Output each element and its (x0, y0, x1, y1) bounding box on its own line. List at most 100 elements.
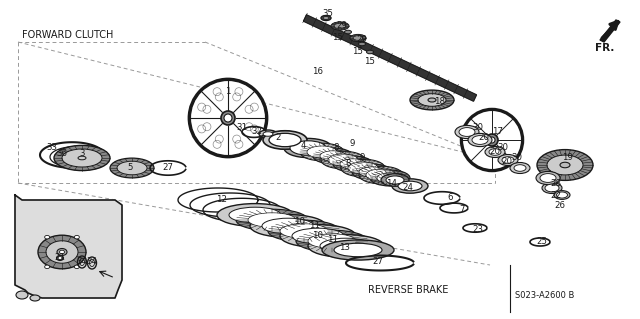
Ellipse shape (262, 218, 314, 234)
Ellipse shape (398, 181, 422, 191)
Polygon shape (15, 195, 122, 298)
Text: 12: 12 (216, 196, 227, 204)
Text: 34: 34 (86, 257, 97, 266)
Ellipse shape (537, 150, 593, 181)
Ellipse shape (344, 30, 351, 34)
Ellipse shape (74, 235, 79, 239)
Ellipse shape (381, 174, 409, 186)
Ellipse shape (462, 110, 522, 170)
Text: 35: 35 (323, 9, 333, 18)
Ellipse shape (259, 130, 277, 138)
Ellipse shape (560, 162, 570, 168)
Text: S023-A2600 B: S023-A2600 B (515, 291, 574, 300)
Ellipse shape (290, 141, 326, 155)
Ellipse shape (313, 148, 353, 164)
Ellipse shape (217, 204, 293, 226)
Text: 33: 33 (47, 144, 58, 152)
Text: 21: 21 (54, 254, 65, 263)
Ellipse shape (366, 169, 396, 181)
Text: 29: 29 (356, 35, 367, 44)
Ellipse shape (498, 154, 518, 166)
Ellipse shape (386, 176, 404, 184)
Ellipse shape (485, 146, 505, 158)
Text: 15: 15 (365, 57, 376, 66)
Ellipse shape (540, 174, 556, 182)
Ellipse shape (307, 146, 337, 158)
Text: 7: 7 (460, 205, 465, 214)
Ellipse shape (224, 114, 232, 122)
Ellipse shape (489, 137, 495, 143)
Text: 11: 11 (328, 235, 339, 244)
Ellipse shape (459, 128, 475, 137)
Ellipse shape (377, 173, 403, 183)
Ellipse shape (221, 111, 235, 125)
Text: 24: 24 (403, 183, 413, 192)
Ellipse shape (340, 159, 366, 169)
Ellipse shape (514, 165, 526, 171)
Ellipse shape (334, 23, 346, 29)
Text: 27: 27 (163, 162, 173, 172)
Ellipse shape (308, 234, 384, 257)
Ellipse shape (269, 133, 301, 147)
Ellipse shape (536, 171, 560, 185)
Ellipse shape (321, 151, 365, 169)
Ellipse shape (352, 164, 392, 180)
Ellipse shape (341, 159, 385, 177)
Ellipse shape (263, 132, 273, 136)
Ellipse shape (472, 136, 488, 145)
Ellipse shape (359, 166, 403, 184)
Ellipse shape (30, 295, 40, 301)
Text: 30: 30 (472, 123, 483, 132)
Ellipse shape (486, 134, 498, 146)
Polygon shape (303, 15, 477, 101)
Ellipse shape (542, 182, 562, 194)
Text: FR.: FR. (595, 43, 614, 53)
Ellipse shape (300, 143, 344, 161)
Text: 1: 1 (225, 87, 231, 97)
Text: 14: 14 (387, 179, 397, 188)
Ellipse shape (348, 162, 378, 174)
Ellipse shape (334, 243, 382, 257)
Text: 18: 18 (435, 98, 445, 107)
Ellipse shape (557, 192, 568, 198)
Ellipse shape (57, 249, 67, 256)
Ellipse shape (320, 238, 372, 254)
Ellipse shape (333, 156, 373, 172)
Text: 16: 16 (312, 68, 323, 77)
Ellipse shape (410, 90, 454, 110)
Text: 6: 6 (447, 194, 452, 203)
Ellipse shape (428, 98, 436, 102)
Ellipse shape (250, 215, 326, 237)
Ellipse shape (54, 145, 110, 171)
Text: 8: 8 (333, 144, 339, 152)
Ellipse shape (554, 190, 570, 199)
Text: 13: 13 (339, 243, 351, 253)
Ellipse shape (502, 157, 514, 163)
Text: 20: 20 (502, 158, 513, 167)
Text: 3: 3 (79, 149, 84, 158)
Ellipse shape (350, 34, 366, 41)
Ellipse shape (268, 220, 340, 242)
Ellipse shape (418, 94, 446, 106)
Ellipse shape (78, 156, 86, 160)
Ellipse shape (296, 230, 368, 252)
Ellipse shape (60, 250, 65, 254)
Ellipse shape (248, 213, 296, 227)
Ellipse shape (74, 265, 79, 269)
Text: 15: 15 (333, 33, 344, 42)
Ellipse shape (320, 151, 346, 161)
Text: 8: 8 (345, 159, 351, 167)
Polygon shape (600, 20, 620, 42)
Text: 28: 28 (550, 179, 561, 188)
Ellipse shape (292, 228, 344, 244)
Ellipse shape (284, 138, 332, 158)
Text: 30: 30 (497, 144, 509, 152)
Ellipse shape (190, 80, 266, 156)
Text: REVERSE BRAKE: REVERSE BRAKE (368, 285, 449, 295)
Ellipse shape (353, 36, 363, 40)
Text: 2: 2 (275, 133, 281, 143)
Ellipse shape (45, 235, 50, 239)
Ellipse shape (117, 161, 147, 175)
Ellipse shape (358, 42, 365, 46)
Ellipse shape (328, 154, 358, 166)
